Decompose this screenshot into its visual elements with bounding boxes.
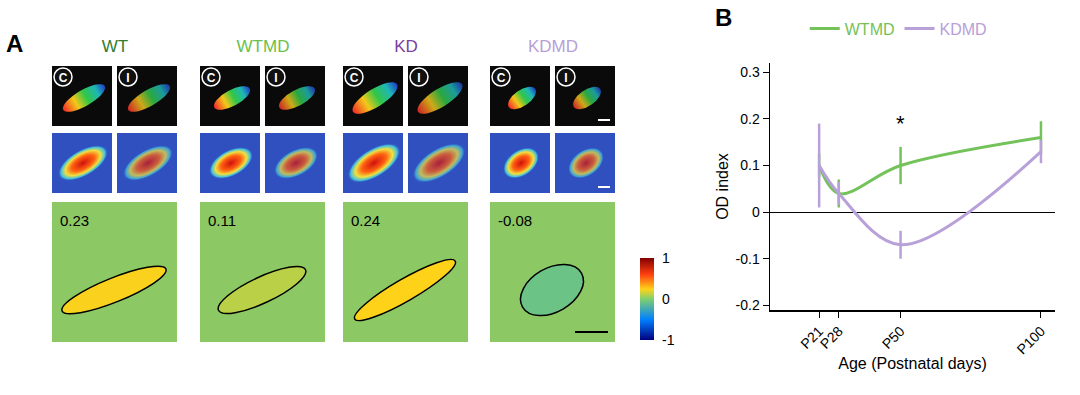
svg-text:P28: P28 — [817, 323, 846, 352]
svg-text:KDMD: KDMD — [528, 37, 578, 56]
svg-text:C: C — [497, 71, 506, 85]
svg-text:I: I — [274, 71, 277, 85]
svg-text:C: C — [59, 71, 68, 85]
svg-text:I: I — [417, 71, 420, 85]
svg-text:Age (Postnatal days): Age (Postnatal days) — [838, 355, 987, 372]
svg-text:0.24: 0.24 — [351, 212, 380, 229]
svg-text:WTMD: WTMD — [237, 37, 290, 56]
svg-text:B: B — [715, 4, 732, 31]
svg-text:WT: WT — [102, 37, 128, 56]
svg-text:0.11: 0.11 — [208, 212, 236, 229]
svg-text:KD: KD — [394, 37, 418, 56]
svg-text:C: C — [350, 71, 359, 85]
svg-text:0.2: 0.2 — [740, 111, 760, 127]
svg-text:-0.1: -0.1 — [736, 251, 760, 267]
svg-text:P21: P21 — [797, 323, 826, 352]
svg-text:P50: P50 — [879, 323, 908, 352]
svg-text:0.3: 0.3 — [740, 64, 760, 80]
svg-text:1: 1 — [662, 250, 670, 266]
svg-text:KDMD: KDMD — [940, 21, 987, 38]
svg-text:-0.2: -0.2 — [736, 297, 760, 313]
svg-text:0.23: 0.23 — [60, 212, 89, 229]
svg-text:OD index: OD index — [714, 153, 731, 220]
svg-text:0: 0 — [662, 291, 670, 307]
svg-text:I: I — [126, 71, 129, 85]
svg-text:0.1: 0.1 — [740, 157, 760, 173]
svg-text:C: C — [207, 71, 216, 85]
svg-text:-1: -1 — [662, 332, 675, 348]
svg-text:I: I — [564, 71, 567, 85]
svg-text:WTMD: WTMD — [845, 21, 895, 38]
svg-text:-0.08: -0.08 — [498, 212, 532, 229]
svg-text:*: * — [896, 111, 905, 136]
svg-text:A: A — [6, 30, 23, 57]
svg-text:P100: P100 — [1014, 323, 1049, 358]
svg-text:0: 0 — [752, 204, 760, 220]
